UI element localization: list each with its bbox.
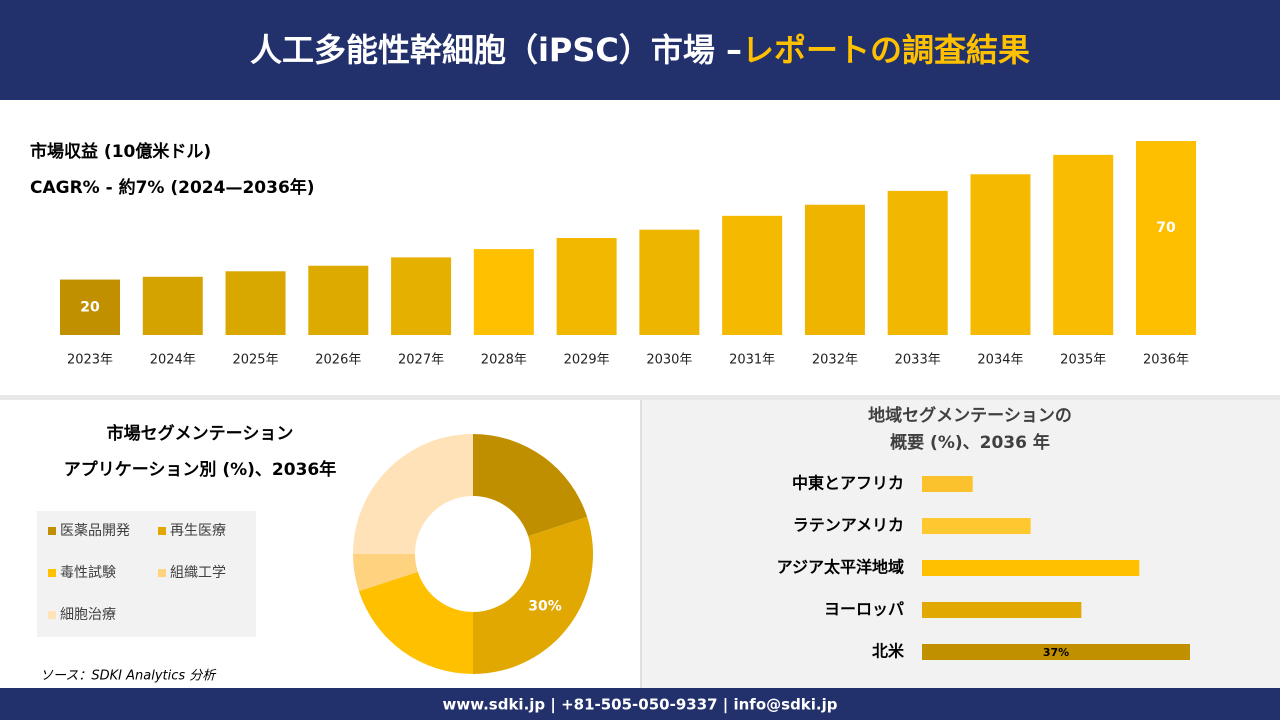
legend-label: 組織工学: [170, 565, 226, 581]
chart-subtitle: アプリケーション別 (%)、2036年: [64, 459, 336, 480]
x-tick-label: 2023年: [67, 353, 113, 368]
x-tick-label: 2025年: [232, 353, 278, 368]
bar: [1136, 141, 1196, 335]
x-tick-label: 2033年: [895, 353, 941, 368]
legend-swatch: [48, 611, 56, 619]
footer-band: [0, 688, 1280, 720]
bar: [308, 265, 369, 335]
divider: [640, 400, 642, 688]
legend-label: 再生医療: [170, 522, 226, 539]
x-tick-label: 2036年: [1143, 353, 1189, 368]
donut-segment: [353, 434, 473, 554]
y-tick-label: 中東とアフリカ: [792, 474, 904, 493]
bar: [922, 560, 1140, 576]
title-highlight: レポートの調査結果: [742, 31, 1030, 69]
data-label: 30%: [528, 598, 562, 614]
header-band: [0, 0, 1280, 100]
bar: [970, 174, 1031, 335]
footer-contact: www.sdki.jp | +81-505-050-9337 | info@sd…: [442, 696, 837, 715]
data-label: 37%: [1043, 646, 1069, 659]
chart-title: 地域セグメンテーションの: [868, 405, 1072, 426]
bar: [142, 276, 203, 335]
legend-label: 毒性試験: [60, 565, 116, 581]
donut-segment: [353, 554, 418, 592]
x-tick-label: 2029年: [564, 353, 610, 368]
donut-segment: [358, 571, 473, 674]
bar: [60, 279, 120, 335]
chart-title: 市場収益 (10億米ドル): [30, 141, 211, 162]
x-tick-label: 2027年: [398, 353, 444, 368]
x-tick-label: 2030年: [646, 353, 692, 368]
bar: [722, 215, 783, 335]
bar: [556, 238, 617, 335]
x-tick-label: 2034年: [977, 353, 1023, 368]
x-tick-label: 2035年: [1060, 353, 1106, 368]
data-label: 20: [80, 299, 100, 315]
donut-segment: [473, 516, 594, 674]
bar: [922, 518, 1031, 534]
bar: [391, 257, 452, 335]
x-tick-label: 2028年: [481, 353, 527, 368]
legend-swatch: [48, 569, 56, 577]
bar: [639, 229, 700, 335]
y-tick-label: 北米: [872, 642, 905, 661]
legend-swatch: [158, 527, 166, 535]
bar: [1053, 154, 1114, 335]
legend-label: 細胞治療: [60, 606, 116, 623]
legend-swatch: [158, 569, 166, 577]
x-tick-label: 2026年: [315, 353, 361, 368]
region-panel: [642, 400, 1280, 688]
donut-segment: [473, 434, 588, 537]
bar: [922, 476, 973, 492]
legend-swatch: [48, 527, 56, 535]
data-label: 70: [1156, 220, 1176, 236]
x-tick-label: 2024年: [150, 353, 196, 368]
chart-title: 市場セグメンテーション: [107, 423, 294, 444]
divider: [0, 395, 1280, 400]
legend-box: [37, 511, 256, 637]
bar: [804, 204, 865, 335]
bar: [473, 249, 534, 335]
bar: [225, 271, 286, 335]
bar: [922, 602, 1082, 618]
chart-title: 概要 (%)、2036 年: [890, 432, 1050, 453]
title-main: 人工多能性幹細胞（iPSC）市場 –: [250, 31, 742, 69]
x-tick-label: 2032年: [812, 353, 858, 368]
bar: [887, 190, 948, 335]
header-title: 人工多能性幹細胞（iPSC）市場 –レポートの調査結果: [250, 31, 1030, 69]
x-tick-label: 2031年: [729, 353, 775, 368]
chart-subtitle: CAGR% - 約7% (2024—2036年): [30, 177, 315, 198]
y-tick-label: ヨーロッパ: [824, 600, 904, 619]
legend-label: 医薬品開発: [60, 523, 130, 539]
source-note: ソース：SDKI Analytics 分析: [40, 669, 217, 684]
y-tick-label: ラテンアメリカ: [793, 516, 904, 535]
bar: [922, 644, 1190, 660]
y-tick-label: アジア太平洋地域: [777, 558, 904, 577]
